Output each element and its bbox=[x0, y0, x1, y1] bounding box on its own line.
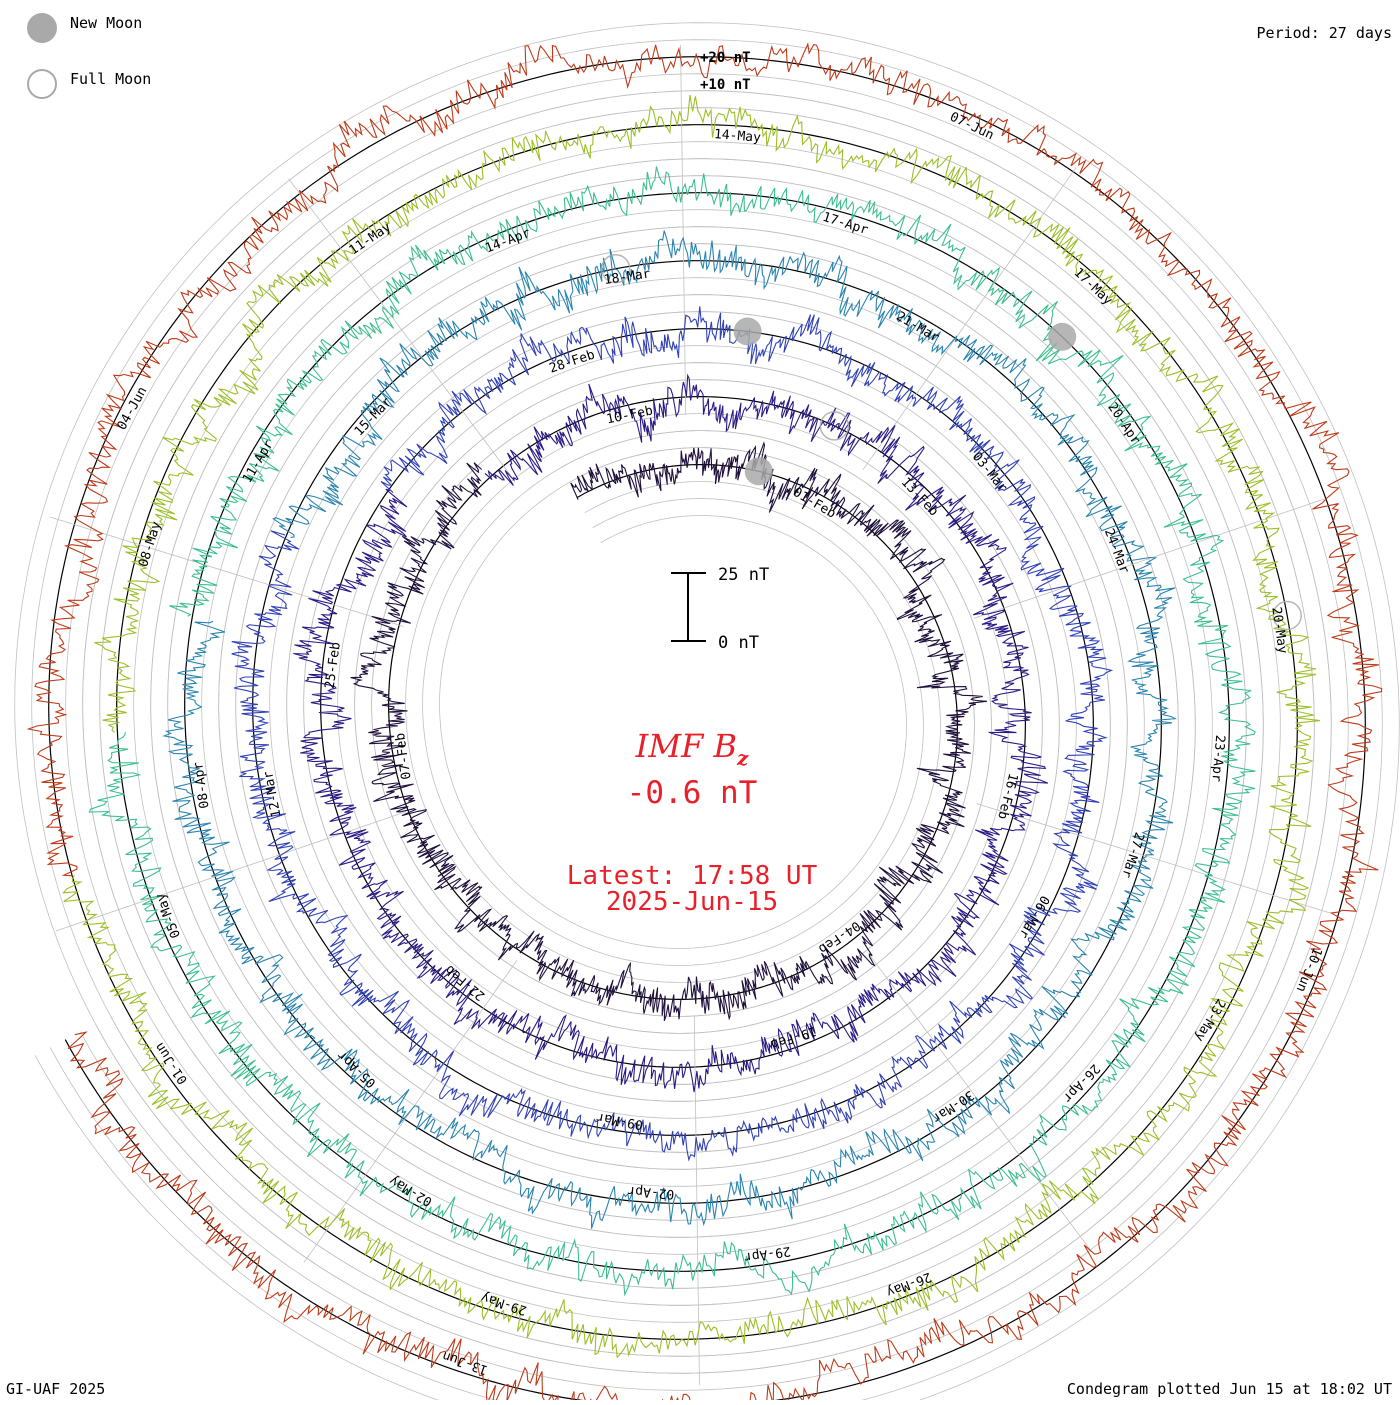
quantity-title: IMF Bz bbox=[635, 727, 749, 770]
date-label: 23-May bbox=[1191, 996, 1228, 1044]
period-label: Period: 27 days bbox=[1257, 24, 1392, 42]
radial-spoke bbox=[288, 178, 511, 476]
grid-spiral bbox=[65, 73, 1349, 1391]
series-ring-2 bbox=[293, 373, 1049, 1093]
radial-spoke bbox=[680, 45, 687, 416]
credit-label: GI-UAF 2025 bbox=[6, 1380, 105, 1398]
radial-spoke bbox=[973, 498, 1325, 619]
date-label: 01-Feb bbox=[790, 485, 838, 522]
quantity-subscript: z bbox=[736, 746, 749, 770]
date-label: 02-Apr bbox=[627, 1183, 675, 1202]
full-moon-marker bbox=[1272, 600, 1302, 631]
date-label: 30-Mar bbox=[929, 1087, 976, 1126]
date-label: 20-May bbox=[1268, 606, 1290, 655]
series-ring-7 bbox=[26, 42, 1383, 1405]
date-label: 16-Feb bbox=[994, 771, 1020, 820]
date-label: 11-May bbox=[347, 220, 394, 259]
radial-spoke bbox=[976, 803, 1331, 914]
date-label: 23-Apr bbox=[1208, 734, 1227, 782]
latest-time: Latest: 17:58 UT bbox=[567, 861, 818, 891]
date-label: 08-Apr bbox=[191, 761, 213, 810]
new-moon-icon bbox=[27, 13, 57, 43]
latest-date: 2025-Jun-15 bbox=[606, 887, 778, 917]
radial-spoke bbox=[49, 516, 404, 627]
date-label: 25-Feb bbox=[323, 641, 344, 690]
new-moon-label: New Moon bbox=[70, 14, 142, 32]
full-moon-label: Full Moon bbox=[70, 70, 151, 88]
date-label: 12-Mar bbox=[261, 770, 284, 819]
grid-spiral bbox=[31, 39, 1383, 1405]
full-moon-marker bbox=[600, 253, 631, 284]
series-ring-5 bbox=[88, 166, 1256, 1297]
date-label: 17-Apr bbox=[821, 210, 870, 238]
date-label: 10-Feb bbox=[605, 403, 654, 427]
series-ring-6 bbox=[62, 95, 1321, 1359]
series-ring-3 bbox=[231, 306, 1114, 1162]
date-label: 01-Jun bbox=[152, 1039, 191, 1086]
scale-top-label: 25 nT bbox=[718, 565, 769, 585]
date-label: 14-May bbox=[713, 127, 761, 146]
date-label: 13-Jun bbox=[441, 1348, 490, 1378]
date-label: 18-Mar bbox=[603, 267, 652, 289]
grid-layer bbox=[14, 22, 1400, 1405]
date-label: 19-Feb bbox=[769, 1023, 818, 1052]
date-label: 06-Mar bbox=[1015, 893, 1052, 941]
moon-layer bbox=[600, 253, 1302, 631]
series-layer bbox=[26, 42, 1383, 1405]
full-moon-marker bbox=[819, 411, 850, 441]
radial-spoke bbox=[693, 1014, 700, 1385]
date-label: 29-Apr bbox=[743, 1243, 792, 1265]
date-label: 02-May bbox=[387, 1172, 435, 1209]
current-value: -0.6 nT bbox=[627, 775, 758, 811]
date-label: 11-Apr bbox=[240, 438, 277, 486]
scale-bottom-label: 0 nT bbox=[718, 633, 759, 653]
new-moon-marker bbox=[733, 317, 762, 346]
plotted-label: Condegram plotted Jun 15 at 18:02 UT bbox=[1067, 1380, 1392, 1398]
axis-label-plus10: +10 nT bbox=[700, 77, 751, 93]
series-ring-4 bbox=[162, 230, 1177, 1229]
series-ring-1 bbox=[350, 441, 987, 1021]
new-moon-marker bbox=[744, 457, 773, 486]
date-label: 21-Mar bbox=[893, 309, 941, 346]
new-moon-marker bbox=[1048, 322, 1077, 351]
scale-bar: 25 nT 0 nT bbox=[671, 565, 769, 653]
grid-spiral bbox=[14, 22, 1400, 1405]
date-label: 07-Feb bbox=[393, 732, 415, 781]
full-moon-icon bbox=[27, 69, 57, 99]
axis-label-plus20: +20 nT bbox=[700, 50, 751, 66]
date-label: 08-May bbox=[136, 520, 164, 569]
